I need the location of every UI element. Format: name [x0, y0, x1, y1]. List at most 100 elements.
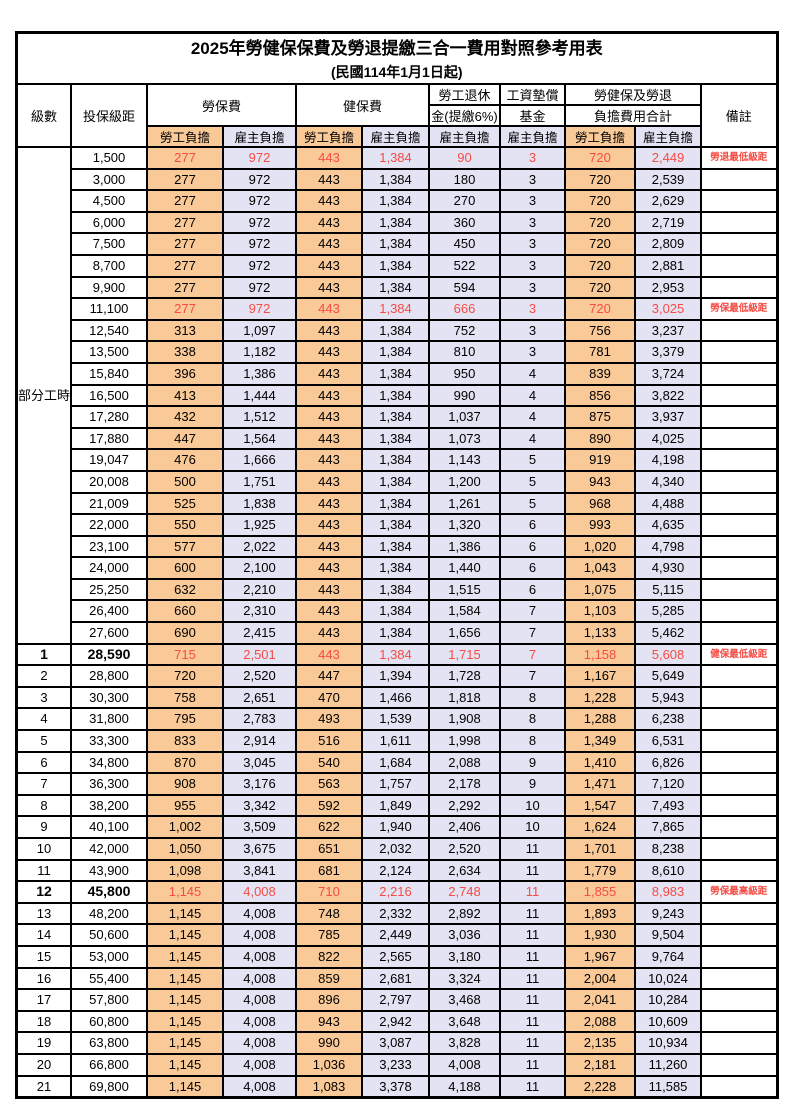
total-employee-cell: 2,088 [564, 1009, 637, 1034]
remark-cell [700, 664, 779, 688]
health-employee-cell: 443 [295, 340, 364, 364]
wagefund-employer-cell: 4 [499, 361, 567, 386]
remark-cell [700, 491, 779, 516]
bracket-cell: 42,000 [70, 837, 149, 861]
total-employer-cell: 8,610 [634, 858, 703, 883]
level-cell: 9 [15, 815, 73, 839]
total-employee-cell: 1,701 [564, 837, 637, 861]
health-employer-cell: 1,384 [361, 210, 431, 235]
health-employer-cell: 1,384 [361, 253, 431, 278]
total-employee-cell: 720 [564, 167, 637, 192]
labor-employee-cell: 720 [146, 664, 225, 688]
health-employee-cell: 443 [295, 577, 364, 602]
remark-cell [700, 685, 779, 710]
level-cell: 5 [15, 729, 73, 753]
total-employer-cell: 3,822 [634, 383, 703, 408]
labor-employer-cell: 972 [222, 210, 298, 235]
col-header-level: 級數 [15, 83, 73, 148]
pension-employer-cell: 2,178 [428, 772, 502, 796]
bracket-cell: 43,900 [70, 858, 149, 883]
health-employee-cell: 443 [295, 642, 364, 667]
labor-employee-cell: 277 [146, 210, 225, 235]
subheader-total-employee: 勞工負擔 [564, 125, 637, 148]
total-employer-cell: 5,608 [634, 642, 703, 667]
remark-cell: 勞保最高級距 [700, 880, 779, 904]
health-employer-cell: 2,332 [361, 901, 431, 926]
bracket-cell: 11,100 [70, 297, 149, 321]
wagefund-employer-cell: 11 [499, 988, 567, 1012]
labor-employee-cell: 432 [146, 405, 225, 429]
table-row: 13 48,200 1,145 4,008 748 2,332 2,892 11 1,893 9,… [15, 901, 779, 926]
labor-employee-cell: 1,145 [146, 1031, 225, 1055]
wagefund-employer-cell: 3 [499, 340, 567, 364]
bracket-cell: 19,047 [70, 448, 149, 472]
pension-employer-cell: 1,728 [428, 664, 502, 688]
wagefund-employer-cell: 5 [499, 448, 567, 472]
total-employee-cell: 2,004 [564, 966, 637, 991]
labor-employee-cell: 476 [146, 448, 225, 472]
remark-cell [700, 167, 779, 192]
wagefund-employer-cell: 4 [499, 405, 567, 429]
health-employee-cell: 447 [295, 664, 364, 688]
remark-cell [700, 750, 779, 775]
total-employee-cell: 1,228 [564, 685, 637, 710]
pension-employer-cell: 1,715 [428, 642, 502, 667]
labor-employee-cell: 277 [146, 253, 225, 278]
total-employer-cell: 10,609 [634, 1009, 703, 1034]
bracket-cell: 53,000 [70, 944, 149, 969]
wagefund-employer-cell: 8 [499, 729, 567, 753]
bracket-cell: 25,250 [70, 577, 149, 602]
health-employer-cell: 2,124 [361, 858, 431, 883]
wagefund-employer-cell: 10 [499, 793, 567, 818]
total-employer-cell: 2,449 [634, 146, 703, 170]
table-row: 4 31,800 795 2,783 493 1,539 1,908 8 1,288 6,238 [15, 707, 779, 732]
col-header-total-line2: 負擔費用合計 [564, 104, 703, 127]
pension-employer-cell: 1,261 [428, 491, 502, 516]
bracket-cell: 36,300 [70, 772, 149, 796]
wagefund-employer-cell: 6 [499, 577, 567, 602]
total-employee-cell: 1,624 [564, 815, 637, 839]
level-cell: 19 [15, 1031, 73, 1055]
bracket-cell: 3,000 [70, 167, 149, 192]
table-row: 11 43,900 1,098 3,841 681 2,124 2,634 11 1,779 8,… [15, 858, 779, 883]
wagefund-employer-cell: 11 [499, 1074, 567, 1099]
health-employee-cell: 443 [295, 232, 364, 256]
health-employer-cell: 1,384 [361, 189, 431, 213]
pension-employer-cell: 2,520 [428, 837, 502, 861]
bracket-cell: 38,200 [70, 793, 149, 818]
total-employer-cell: 10,284 [634, 988, 703, 1012]
labor-employee-cell: 277 [146, 189, 225, 213]
labor-employer-cell: 4,008 [222, 901, 298, 926]
total-employee-cell: 839 [564, 361, 637, 386]
remark-cell [700, 772, 779, 796]
level-cell: 7 [15, 772, 73, 796]
labor-employer-cell: 1,097 [222, 318, 298, 343]
health-employee-cell: 1,083 [295, 1074, 364, 1099]
bracket-cell: 34,800 [70, 750, 149, 775]
total-employee-cell: 993 [564, 513, 637, 537]
level-cell: 3 [15, 685, 73, 710]
remark-cell [700, 858, 779, 883]
table-row: 21,009 525 1,838 443 1,384 1,261 5 968 4,488 [17, 491, 779, 516]
wagefund-employer-cell: 11 [499, 901, 567, 926]
total-employer-cell: 5,649 [634, 664, 703, 688]
remark-cell: 健保最低級距 [700, 642, 779, 667]
wagefund-employer-cell: 3 [499, 297, 567, 321]
remark-cell [700, 599, 779, 624]
labor-employer-cell: 1,512 [222, 405, 298, 429]
table-row: 26,400 660 2,310 443 1,384 1,584 7 1,103 5,285 [17, 599, 779, 624]
labor-employer-cell: 4,008 [222, 1052, 298, 1077]
table-row: 7,500 277 972 443 1,384 450 3 720 2,809 [17, 232, 779, 256]
col-header-wagefund-line2: 基金 [499, 104, 567, 127]
table-row: 27,600 690 2,415 443 1,384 1,656 7 1,133 5,462 [17, 621, 779, 645]
table-row: 19 63,800 1,145 4,008 990 3,087 3,828 11 2,135 10… [15, 1031, 779, 1055]
remark-cell [700, 1074, 779, 1099]
pension-employer-cell: 1,818 [428, 685, 502, 710]
health-employer-cell: 3,233 [361, 1052, 431, 1077]
total-employee-cell: 1,133 [564, 621, 637, 645]
pension-employer-cell: 522 [428, 253, 502, 278]
labor-employee-cell: 1,145 [146, 966, 225, 991]
labor-employer-cell: 3,675 [222, 837, 298, 861]
bracket-cell: 48,200 [70, 901, 149, 926]
